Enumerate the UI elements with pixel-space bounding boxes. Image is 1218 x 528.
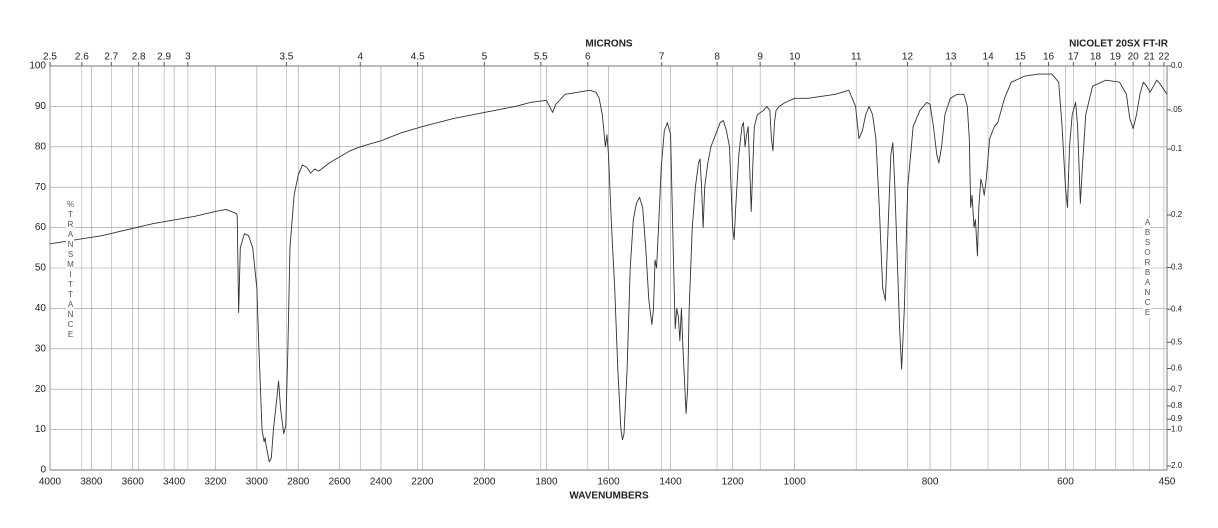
y2-tick-label: 0.0 [1171,61,1183,70]
y-tick-label: 10 [35,424,47,435]
x2-tick-label: 16 [1043,52,1055,63]
y2-tick-label: 0.5 [1171,337,1183,346]
y2-tick-label: 0.3 [1171,263,1183,272]
x-tick-label: 4000 [39,477,62,488]
x2-tick-label: 20 [1128,52,1140,63]
x2-tick-label: 15 [1015,52,1027,63]
x2-tick-label: 21 [1144,52,1156,63]
y2-tick-label: 0.2 [1171,210,1183,219]
x2-tick-label: 5 [482,52,488,63]
y2-tick-label: 0.6 [1171,364,1183,373]
x2-tick-label: 2.8 [132,52,146,63]
x-tick-label: 1600 [597,477,620,488]
y-tick-label: 50 [35,263,47,274]
x-tick-label: 2200 [411,477,434,488]
x2-tick-label: 13 [945,52,957,63]
y-tick-label: 60 [35,222,47,233]
x-tick-label: 1800 [535,477,558,488]
y-tick-label: 100 [29,61,46,72]
y-tick-label: 20 [35,384,47,395]
x2-tick-label: 4 [357,52,363,63]
y2-tick-label: 0.8 [1171,401,1183,410]
chart-title: MICRONS [585,39,633,50]
x2-tick-label: 2.5 [43,52,57,63]
y2-tick-label: 1.0 [1171,425,1183,434]
x2-tick-label: 18 [1090,52,1102,63]
x2-tick-label: 17 [1068,52,1080,63]
y-tick-label: 40 [35,303,47,314]
y-axis-label: %TRANSMITTANCE [66,200,75,340]
x2-tick-label: 4.5 [411,52,425,63]
y-tick-label: 30 [35,343,47,354]
y2-tick-label: 0.7 [1171,385,1183,394]
x-tick-label: 3200 [204,477,227,488]
y2-tick-label: 0.9 [1171,414,1183,423]
x-tick-label: 2400 [370,477,393,488]
x-tick-label: 2600 [328,477,351,488]
y2-tick-label: 0.4 [1171,304,1183,313]
x-tick-label: 2800 [287,477,310,488]
x2-tick-label: 3.5 [279,52,293,63]
x2-tick-label: 14 [983,52,995,63]
x2-tick-label: 3 [185,52,191,63]
chart-subtitle: NICOLET 20SX FT-IR [1069,39,1169,50]
x2-tick-label: 2.9 [157,52,171,63]
x2-tick-label: 8 [714,52,720,63]
x2-tick-label: 9 [757,52,763,63]
x-tick-label: 3600 [122,477,145,488]
x2-tick-label: 7 [659,52,665,63]
x-tick-label: 1200 [721,477,744,488]
x2-tick-label: 19 [1110,52,1122,63]
x2-tick-label: 5.5 [534,52,548,63]
x-tick-label: 3800 [80,477,103,488]
y-tick-label: 80 [35,141,47,152]
x2-tick-label: 2.7 [104,52,118,63]
y2-axis-label: ABSORBANCE [1143,218,1152,318]
x-tick-label: 1400 [659,477,682,488]
x2-tick-label: 11 [851,52,862,63]
y2-tick-label: .05 [1171,105,1183,114]
x-tick-label: 1000 [784,477,807,488]
x-tick-label: 3400 [163,477,186,488]
y2-tick-label: 0.1 [1171,144,1183,153]
x2-tick-label: 2.6 [75,52,89,63]
spectrum-line [49,73,1168,463]
x-tick-label: 600 [1057,477,1074,488]
x-axis-label: WAVENUMBERS [569,491,649,502]
x2-tick-label: 10 [789,52,801,63]
y-tick-label: 90 [35,101,47,112]
x2-tick-label: 22 [1158,52,1170,63]
x-tick-label: 2000 [473,477,496,488]
x-tick-label: 800 [922,477,939,488]
x-tick-label: 3000 [246,477,269,488]
x-tick-label: 450 [1159,477,1176,488]
x2-tick-label: 6 [585,52,591,63]
y2-tick-label: 2.0 [1171,461,1183,470]
y-tick-label: 0 [40,465,46,476]
x2-tick-label: 12 [902,52,914,63]
y-tick-label: 70 [35,182,47,193]
